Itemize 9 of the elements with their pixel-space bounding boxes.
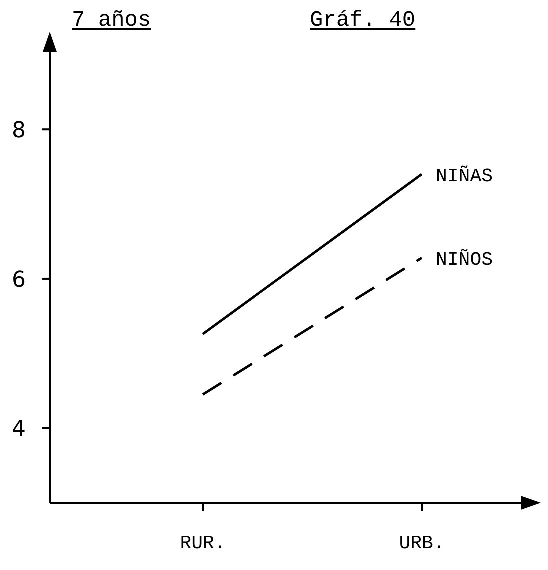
series-label: NIÑOS xyxy=(436,249,494,272)
y-tick-label: 6 xyxy=(12,268,26,293)
chart-title: 7 años xyxy=(72,8,152,33)
x-tick-label: URB. xyxy=(399,532,445,554)
chart-subtitle: Gráf. 40 xyxy=(310,8,416,33)
series-label: NIÑAS xyxy=(436,165,494,188)
x-tick-label: RUR. xyxy=(180,532,226,554)
y-tick-label: 4 xyxy=(12,417,26,442)
y-tick-label: 8 xyxy=(12,118,26,144)
